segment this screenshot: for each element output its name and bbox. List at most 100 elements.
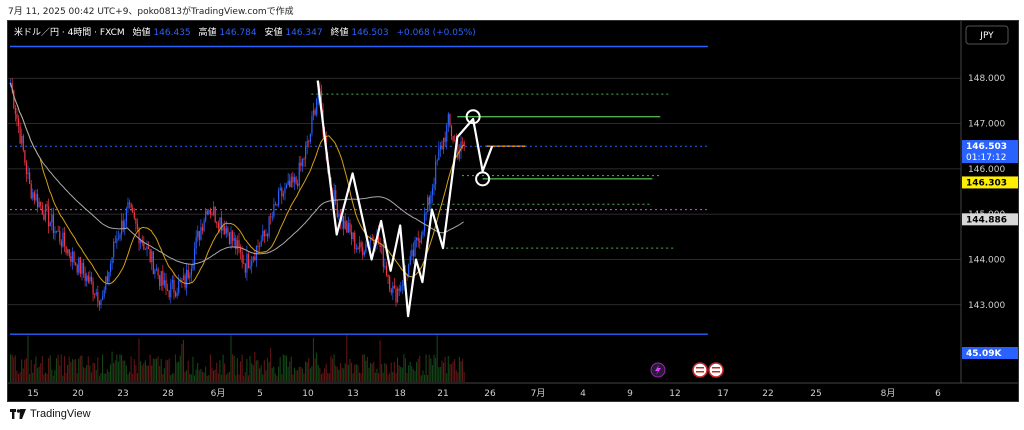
candle-body (54, 230, 56, 233)
candle-body (79, 257, 81, 274)
candle-body (205, 210, 207, 221)
volume-bar (227, 372, 229, 382)
volume-bar (76, 373, 78, 382)
volume-bar (201, 371, 204, 382)
candle-body (219, 217, 221, 229)
candle-body (273, 204, 275, 217)
candle-body (230, 231, 232, 244)
volume-bar (400, 366, 402, 382)
volume-bar (393, 361, 395, 382)
candle-body (343, 216, 345, 229)
candle-body (49, 222, 51, 227)
volume-bar (241, 354, 243, 382)
candle-body (244, 263, 246, 273)
candle-body (270, 216, 272, 218)
volume-bar (450, 364, 453, 382)
volume-bar (311, 366, 313, 382)
event-icons[interactable] (650, 362, 724, 378)
time-tick-label: 12 (669, 389, 680, 399)
volume-bar (387, 374, 389, 382)
time-tick-label: 7月 (531, 388, 546, 399)
candle-body (213, 206, 215, 215)
price-chart[interactable]: 148.000147.000146.000145.000144.000143.0… (8, 21, 1018, 401)
volume-bar (22, 368, 24, 382)
volume-bar (446, 373, 448, 382)
volume-bar (32, 372, 34, 382)
candle-body (282, 193, 284, 197)
candle-body (21, 135, 23, 144)
candle-body (89, 276, 91, 282)
candle-body (458, 151, 461, 159)
volume-bar (29, 373, 31, 382)
volume-bar (319, 368, 321, 382)
candle-body (111, 257, 113, 264)
candle-body (350, 232, 353, 239)
volume-bar (109, 364, 112, 382)
volume-bar (36, 367, 39, 382)
volume-bar (133, 359, 135, 382)
candle-body (87, 275, 89, 282)
candle-body (354, 232, 356, 249)
volume-bar (259, 368, 261, 382)
candle-body (103, 289, 105, 297)
volume-bar (187, 360, 189, 382)
candle-body (266, 234, 269, 237)
volume-bar (338, 369, 340, 382)
volume-bar (265, 370, 267, 382)
candle-body (114, 241, 116, 243)
volume-bar (59, 365, 61, 382)
candle-body (225, 228, 227, 234)
volume-bar (254, 351, 256, 382)
volume-bar (70, 362, 72, 382)
volume-bar (208, 375, 210, 382)
yellow-price-tag: 146.303 (966, 178, 1007, 188)
candle-body (303, 158, 305, 160)
current-price-tag-bg (962, 140, 1018, 164)
volume-bar (192, 356, 194, 382)
volume-bar (195, 369, 197, 382)
candle-body (14, 107, 16, 115)
candle-body (95, 292, 97, 295)
volume-bar (89, 365, 91, 382)
currency-button[interactable]: JPY (965, 25, 1009, 45)
volume-bar (339, 363, 341, 382)
candle-body (113, 241, 115, 258)
time-tick-label: 8月 (881, 388, 896, 399)
candle-body (387, 274, 389, 277)
candle-body (304, 146, 307, 160)
moving-averages (9, 82, 464, 285)
candle-body (252, 256, 254, 262)
candle-body (385, 265, 388, 275)
candle-body (379, 243, 381, 248)
volume-bar (62, 375, 64, 382)
volume-bar (292, 374, 294, 382)
volume-bar (385, 364, 387, 382)
price-axis[interactable]: 148.000147.000146.000145.000144.000143.0… (962, 74, 1018, 359)
volume-bar (252, 365, 254, 382)
time-axis[interactable]: 15 20 23 28 6月 5 10 13 18 21 26 7月 4 9 12 17 22 25 8月 6 (27, 388, 941, 399)
volume-bar (44, 372, 46, 382)
volume-bar (249, 355, 251, 382)
candle-body (133, 212, 135, 219)
candle-body (36, 194, 39, 208)
candle-body (217, 223, 219, 229)
legend-high-label: 高値 (199, 26, 217, 38)
candle-body (209, 209, 212, 215)
volume-bar (40, 363, 42, 382)
time-tick-label: 20 (72, 389, 84, 399)
chart-frame[interactable]: 148.000147.000146.000145.000144.000143.0… (7, 20, 1019, 402)
footer[interactable]: TradingView (10, 408, 91, 420)
candle-body (211, 214, 213, 216)
volume-bar (230, 335, 232, 382)
candle-body (377, 232, 380, 244)
volume-bar (346, 334, 348, 382)
candle-body (363, 251, 365, 256)
candle-body (128, 202, 131, 204)
volume-bar (146, 365, 148, 382)
volume-bar (167, 360, 169, 382)
volume-bar (132, 373, 134, 382)
price-tick-label: 148.000 (968, 74, 1005, 84)
volume-bar (354, 364, 356, 382)
candle-body (292, 176, 294, 183)
volume-bar (344, 363, 346, 382)
